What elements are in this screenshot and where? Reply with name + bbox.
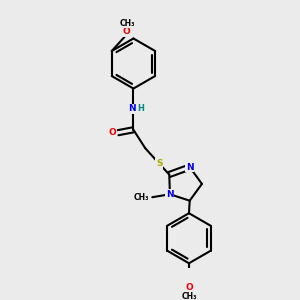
Text: H: H [137, 104, 144, 113]
Text: O: O [185, 283, 193, 292]
Text: CH₃: CH₃ [181, 292, 197, 300]
Text: S: S [156, 159, 163, 168]
Text: O: O [108, 128, 116, 137]
Text: N: N [186, 163, 194, 172]
Text: N: N [128, 104, 135, 113]
Text: O: O [123, 27, 130, 36]
Text: CH₃: CH₃ [120, 19, 135, 28]
Text: N: N [166, 190, 174, 199]
Text: CH₃: CH₃ [134, 193, 149, 202]
